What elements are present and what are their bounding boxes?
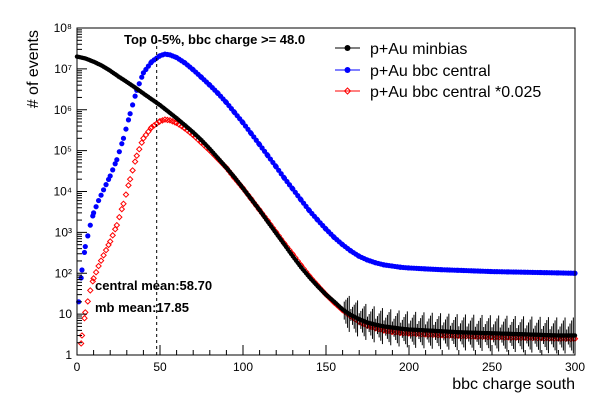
series-1-point bbox=[137, 81, 142, 86]
series-1-point bbox=[101, 187, 106, 192]
series-1-point bbox=[110, 167, 115, 172]
x-tick-label: 0 bbox=[74, 360, 81, 374]
series-1-point bbox=[114, 157, 119, 162]
y-tick-label: 10⁷ bbox=[54, 62, 72, 76]
series-2-point bbox=[103, 247, 108, 252]
series-1-point bbox=[85, 233, 90, 238]
series-2-point bbox=[133, 159, 138, 164]
series-2-point bbox=[82, 316, 87, 321]
series-2-point bbox=[79, 341, 84, 346]
series-2-point bbox=[101, 253, 106, 258]
x-axis-title: bbc charge south bbox=[452, 376, 575, 393]
y-axis-title: # of events bbox=[25, 30, 42, 108]
y-tick-label: 10² bbox=[55, 266, 72, 280]
y-tick-label: 10 bbox=[59, 307, 73, 321]
legend-layer: p+Au minbias p+Au bbc central p+Au bbc cen… bbox=[335, 41, 541, 101]
legend-marker bbox=[345, 67, 351, 73]
series-1-point bbox=[103, 182, 108, 187]
x-tick-label: 100 bbox=[233, 360, 253, 374]
series-1-point bbox=[117, 149, 122, 154]
series-2-point bbox=[117, 215, 122, 220]
series-1-point bbox=[126, 117, 131, 122]
y-tick-label: 10⁸ bbox=[54, 21, 72, 35]
series-2-point bbox=[98, 258, 103, 263]
legend-entry-1: p+Au bbc central bbox=[335, 63, 491, 80]
series-1-point bbox=[108, 173, 113, 178]
series-1-point bbox=[128, 111, 133, 116]
series-1-point bbox=[98, 193, 103, 198]
series-2-point bbox=[96, 263, 101, 268]
series-2-point bbox=[130, 168, 135, 173]
x-tick-label: 50 bbox=[153, 360, 167, 374]
y-tick-label: 1 bbox=[65, 348, 72, 362]
x-tick-label: 200 bbox=[399, 360, 419, 374]
series-1-point bbox=[83, 244, 88, 249]
series-2-point bbox=[88, 288, 93, 293]
series-2-point bbox=[137, 147, 142, 152]
series-1-point bbox=[119, 141, 124, 146]
legend-label: p+Au bbc central *0.025 bbox=[370, 84, 541, 101]
series-1-point bbox=[130, 102, 135, 107]
x-tick-label: 150 bbox=[316, 360, 336, 374]
annotation-mb-mean: mb mean:17.85 bbox=[95, 300, 189, 315]
series-1-point bbox=[88, 223, 93, 228]
series-1-point bbox=[133, 94, 138, 99]
series-2-point bbox=[110, 233, 115, 238]
legend-entry-2: p+Au bbc central *0.025 bbox=[335, 84, 541, 101]
legend-label: p+Au minbias bbox=[370, 41, 467, 58]
series-1-point bbox=[123, 126, 128, 131]
series-1-point bbox=[91, 210, 96, 215]
y-tick-label: 10³ bbox=[55, 225, 72, 239]
series-1-point bbox=[121, 136, 126, 141]
series-1-point bbox=[96, 198, 101, 203]
legend-label: p+Au bbc central bbox=[370, 63, 491, 80]
series-1-point bbox=[82, 250, 87, 255]
legend-entry-0: p+Au minbias bbox=[335, 41, 467, 58]
x-tick-label: 250 bbox=[482, 360, 502, 374]
series-2-point bbox=[85, 299, 90, 304]
x-tick-label: 300 bbox=[565, 360, 585, 374]
series-2-point bbox=[128, 177, 133, 182]
y-tick-label: 10⁶ bbox=[54, 103, 72, 117]
series-2-point bbox=[93, 270, 98, 275]
series-2-point bbox=[126, 183, 131, 188]
series-2-point bbox=[134, 153, 139, 158]
legend-marker bbox=[345, 45, 351, 51]
series-1-point bbox=[79, 267, 84, 272]
y-tick-label: 10⁵ bbox=[54, 144, 72, 158]
series-1-point bbox=[93, 204, 98, 209]
series-2-point bbox=[119, 207, 124, 212]
annotation-central-mean: central mean:58.70 bbox=[95, 278, 212, 293]
series-2-point bbox=[123, 192, 128, 197]
chart-title: Top 0-5%, bbc charge >= 48.0 bbox=[124, 32, 305, 47]
y-tick-label: 10⁴ bbox=[53, 185, 72, 199]
series-2-point bbox=[121, 201, 126, 206]
